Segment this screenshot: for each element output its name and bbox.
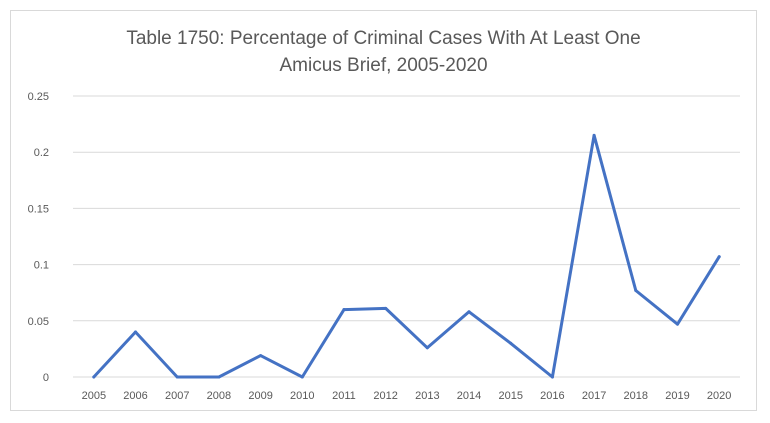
data-point <box>717 255 721 259</box>
data-point <box>384 306 388 310</box>
data-point <box>342 308 346 312</box>
gridlines <box>73 95 740 378</box>
data-point <box>550 375 554 379</box>
chart-title-line-2: Amicus Brief, 2005-2020 <box>279 55 488 76</box>
x-tick-label: 2008 <box>207 390 231 402</box>
x-tick-label: 2018 <box>624 390 648 402</box>
x-tick-label: 2013 <box>415 390 439 402</box>
x-tick-label: 2007 <box>165 390 189 402</box>
x-tick-label: 2011 <box>332 390 356 402</box>
x-tick-label: 2016 <box>540 390 564 402</box>
data-point <box>675 322 679 326</box>
data-point <box>134 330 138 334</box>
x-tick-label: 2010 <box>290 390 314 402</box>
chart-title-line-1: Table 1750: Percentage of Criminal Cases… <box>126 28 641 49</box>
chart-container: Table 1750: Percentage of Criminal Cases… <box>10 10 757 411</box>
data-point <box>592 133 596 137</box>
data-point <box>259 354 263 358</box>
data-point <box>509 341 513 345</box>
line-chart: 0 0.05 0.1 0.15 0.2 0.25 2005 2006 2007 2008 2009… <box>28 91 740 402</box>
x-tick-label: 2005 <box>82 390 106 402</box>
data-series <box>92 133 721 379</box>
data-point <box>634 288 638 292</box>
x-tick-label: 2017 <box>582 390 606 402</box>
x-tick-label: 2006 <box>123 390 147 402</box>
y-tick-label: 0.25 <box>28 91 49 103</box>
data-point <box>467 310 471 314</box>
data-point <box>425 346 429 350</box>
x-tick-label: 2012 <box>373 390 397 402</box>
x-tick-label: 2019 <box>665 390 689 402</box>
y-tick-label: 0.1 <box>34 260 49 272</box>
data-point <box>217 375 221 379</box>
y-tick-label: 0.15 <box>28 203 49 215</box>
y-tick-label: 0.05 <box>28 316 49 328</box>
x-tick-label: 2014 <box>457 390 481 402</box>
x-tick-label: 2009 <box>248 390 272 402</box>
chart-title: Table 1750: Percentage of Criminal Cases… <box>11 25 756 79</box>
y-tick-label: 0 <box>43 372 49 384</box>
x-axis-labels: 2005 2006 2007 2008 2009 2010 2011 2012 2013 2014… <box>82 390 732 402</box>
y-axis-labels: 0 0.05 0.1 0.15 0.2 0.25 <box>28 91 49 384</box>
x-tick-label: 2020 <box>707 390 731 402</box>
x-tick-label: 2015 <box>498 390 522 402</box>
series-line-0 <box>92 133 721 379</box>
data-point <box>175 375 179 379</box>
y-tick-label: 0.2 <box>34 147 49 159</box>
data-point <box>92 375 96 379</box>
data-point <box>300 375 304 379</box>
